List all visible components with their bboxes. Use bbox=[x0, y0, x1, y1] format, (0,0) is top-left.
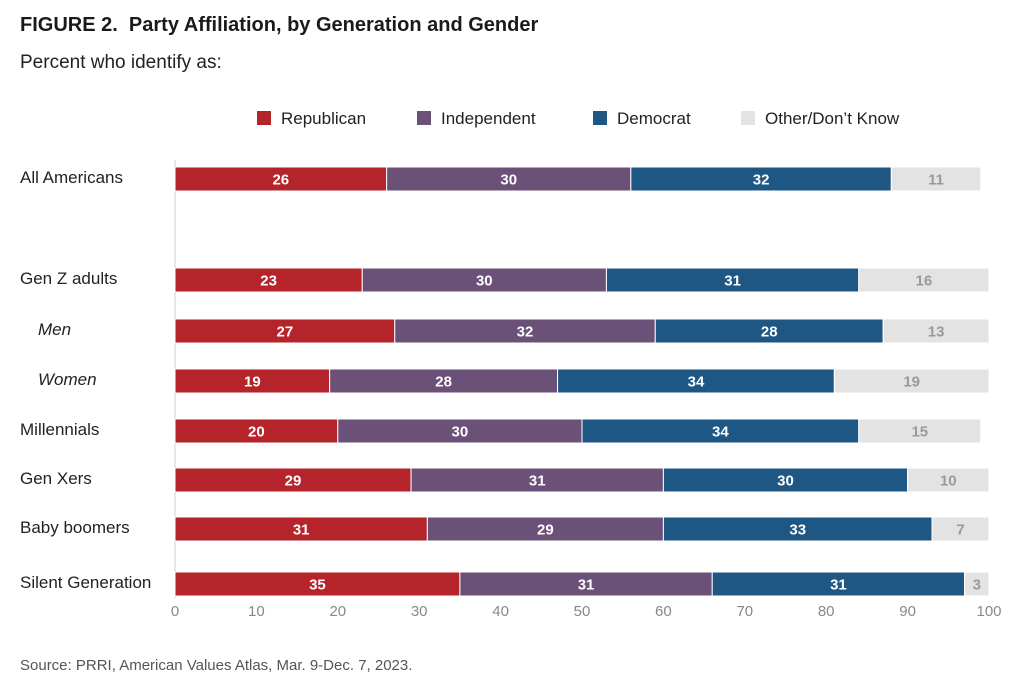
legend-label-democrat: Democrat bbox=[617, 109, 691, 128]
data-label-millennials-other-don-t-know: 15 bbox=[911, 424, 928, 441]
bar-gen-xers-republican bbox=[174, 467, 412, 493]
x-tick-60: 60 bbox=[655, 603, 672, 620]
data-label-gen-xers-independent: 31 bbox=[529, 473, 546, 490]
bar-men-republican bbox=[174, 318, 396, 344]
bar-baby-boomers-democrat bbox=[662, 516, 933, 542]
row-label-baby-boomers: Baby boomers bbox=[20, 518, 130, 537]
bar-gen-xers-democrat bbox=[662, 467, 909, 493]
legend-swatch-republican bbox=[257, 111, 271, 125]
data-label-men-republican: 27 bbox=[277, 324, 294, 341]
data-label-gen-xers-republican: 29 bbox=[285, 473, 302, 490]
bar-gen-z-adults-independent bbox=[361, 267, 607, 293]
bar-gen-z-adults-republican bbox=[174, 267, 363, 293]
bar-women-republican bbox=[174, 368, 331, 394]
x-tick-50: 50 bbox=[574, 603, 591, 620]
bar-all-americans-democrat bbox=[630, 166, 892, 192]
data-label-gen-z-adults-other-don-t-know: 16 bbox=[916, 273, 933, 290]
row-label-all-americans: All Americans bbox=[20, 168, 123, 187]
data-label-gen-xers-other-don-t-know: 10 bbox=[940, 473, 957, 490]
bar-women-independent bbox=[329, 368, 559, 394]
row-label-silent-generation: Silent Generation bbox=[20, 573, 151, 592]
data-label-men-democrat: 28 bbox=[761, 324, 778, 341]
bar-all-americans-republican bbox=[174, 166, 388, 192]
bar-gen-z-adults-other-don-t-know bbox=[858, 267, 990, 293]
x-tick-40: 40 bbox=[492, 603, 509, 620]
row-label-men: Men bbox=[38, 320, 71, 339]
chart-subtitle: Percent who identify as: bbox=[20, 52, 222, 73]
data-label-all-americans-republican: 26 bbox=[272, 172, 289, 189]
bar-millennials-independent bbox=[337, 418, 583, 444]
data-label-baby-boomers-independent: 29 bbox=[537, 522, 554, 539]
bar-men-other-don-t-know bbox=[882, 318, 990, 344]
bar-gen-xers-other-don-t-know bbox=[907, 467, 990, 493]
data-label-baby-boomers-republican: 31 bbox=[293, 522, 310, 539]
row-label-gen-z-adults: Gen Z adults bbox=[20, 269, 117, 288]
data-label-silent-generation-republican: 35 bbox=[309, 577, 326, 594]
bar-baby-boomers-independent bbox=[426, 516, 664, 542]
data-label-women-republican: 19 bbox=[244, 374, 261, 391]
data-label-gen-z-adults-independent: 30 bbox=[476, 273, 493, 290]
bar-all-americans-independent bbox=[386, 166, 632, 192]
data-label-millennials-democrat: 34 bbox=[712, 424, 729, 441]
data-label-women-democrat: 34 bbox=[688, 374, 705, 391]
bar-silent-generation-independent bbox=[459, 571, 713, 597]
x-tick-30: 30 bbox=[411, 603, 428, 620]
bar-baby-boomers-other-don-t-know bbox=[931, 516, 990, 542]
bar-millennials-democrat bbox=[581, 418, 860, 444]
chart-title: FIGURE 2. Party Affiliation, by Generati… bbox=[20, 14, 539, 36]
data-label-women-other-don-t-know: 19 bbox=[903, 374, 920, 391]
row-label-women: Women bbox=[38, 370, 97, 389]
x-tick-0: 0 bbox=[171, 603, 179, 620]
data-label-men-other-don-t-know: 13 bbox=[928, 324, 945, 341]
data-label-silent-generation-democrat: 31 bbox=[830, 577, 847, 594]
legend-swatch-independent bbox=[417, 111, 431, 125]
data-label-millennials-republican: 20 bbox=[248, 424, 265, 441]
data-label-baby-boomers-democrat: 33 bbox=[789, 522, 806, 539]
row-label-millennials: Millennials bbox=[20, 420, 99, 439]
legend-swatch-democrat bbox=[593, 111, 607, 125]
data-label-gen-z-adults-democrat: 31 bbox=[724, 273, 741, 290]
bar-women-democrat bbox=[557, 368, 835, 394]
bar-gen-z-adults-democrat bbox=[605, 267, 860, 293]
data-label-millennials-independent: 30 bbox=[452, 424, 469, 441]
data-label-women-independent: 28 bbox=[435, 374, 452, 391]
legend-label-independent: Independent bbox=[441, 109, 536, 128]
x-tick-10: 10 bbox=[248, 603, 265, 620]
data-label-all-americans-democrat: 32 bbox=[753, 172, 770, 189]
legend-label-other-don-t-know: Other/Don’t Know bbox=[765, 109, 900, 128]
row-label-gen-xers: Gen Xers bbox=[20, 469, 92, 488]
source-note: Source: PRRI, American Values Atlas, Mar… bbox=[20, 657, 413, 674]
data-label-silent-generation-independent: 31 bbox=[578, 577, 595, 594]
data-label-gen-z-adults-republican: 23 bbox=[260, 273, 277, 290]
legend-label-republican: Republican bbox=[281, 109, 366, 128]
bar-women-other-don-t-know bbox=[833, 368, 990, 394]
bar-all-americans-other-don-t-know bbox=[890, 166, 982, 192]
data-label-baby-boomers-other-don-t-know: 7 bbox=[956, 522, 964, 539]
x-tick-100: 100 bbox=[976, 603, 1001, 620]
x-tick-20: 20 bbox=[329, 603, 346, 620]
x-tick-90: 90 bbox=[899, 603, 916, 620]
data-label-all-americans-independent: 30 bbox=[500, 172, 517, 189]
x-tick-70: 70 bbox=[736, 603, 753, 620]
data-label-all-americans-other-don-t-know: 11 bbox=[928, 172, 944, 189]
data-label-gen-xers-democrat: 30 bbox=[777, 473, 794, 490]
bar-men-independent bbox=[394, 318, 656, 344]
bar-men-democrat bbox=[654, 318, 884, 344]
data-label-silent-generation-other-don-t-know: 3 bbox=[973, 577, 981, 594]
x-tick-80: 80 bbox=[818, 603, 835, 620]
bar-millennials-other-don-t-know bbox=[858, 418, 982, 444]
bar-gen-xers-independent bbox=[410, 467, 664, 493]
legend-swatch-other-don-t-know bbox=[741, 111, 755, 125]
bar-silent-generation-other-don-t-know bbox=[964, 571, 990, 597]
data-label-men-independent: 32 bbox=[517, 324, 534, 341]
